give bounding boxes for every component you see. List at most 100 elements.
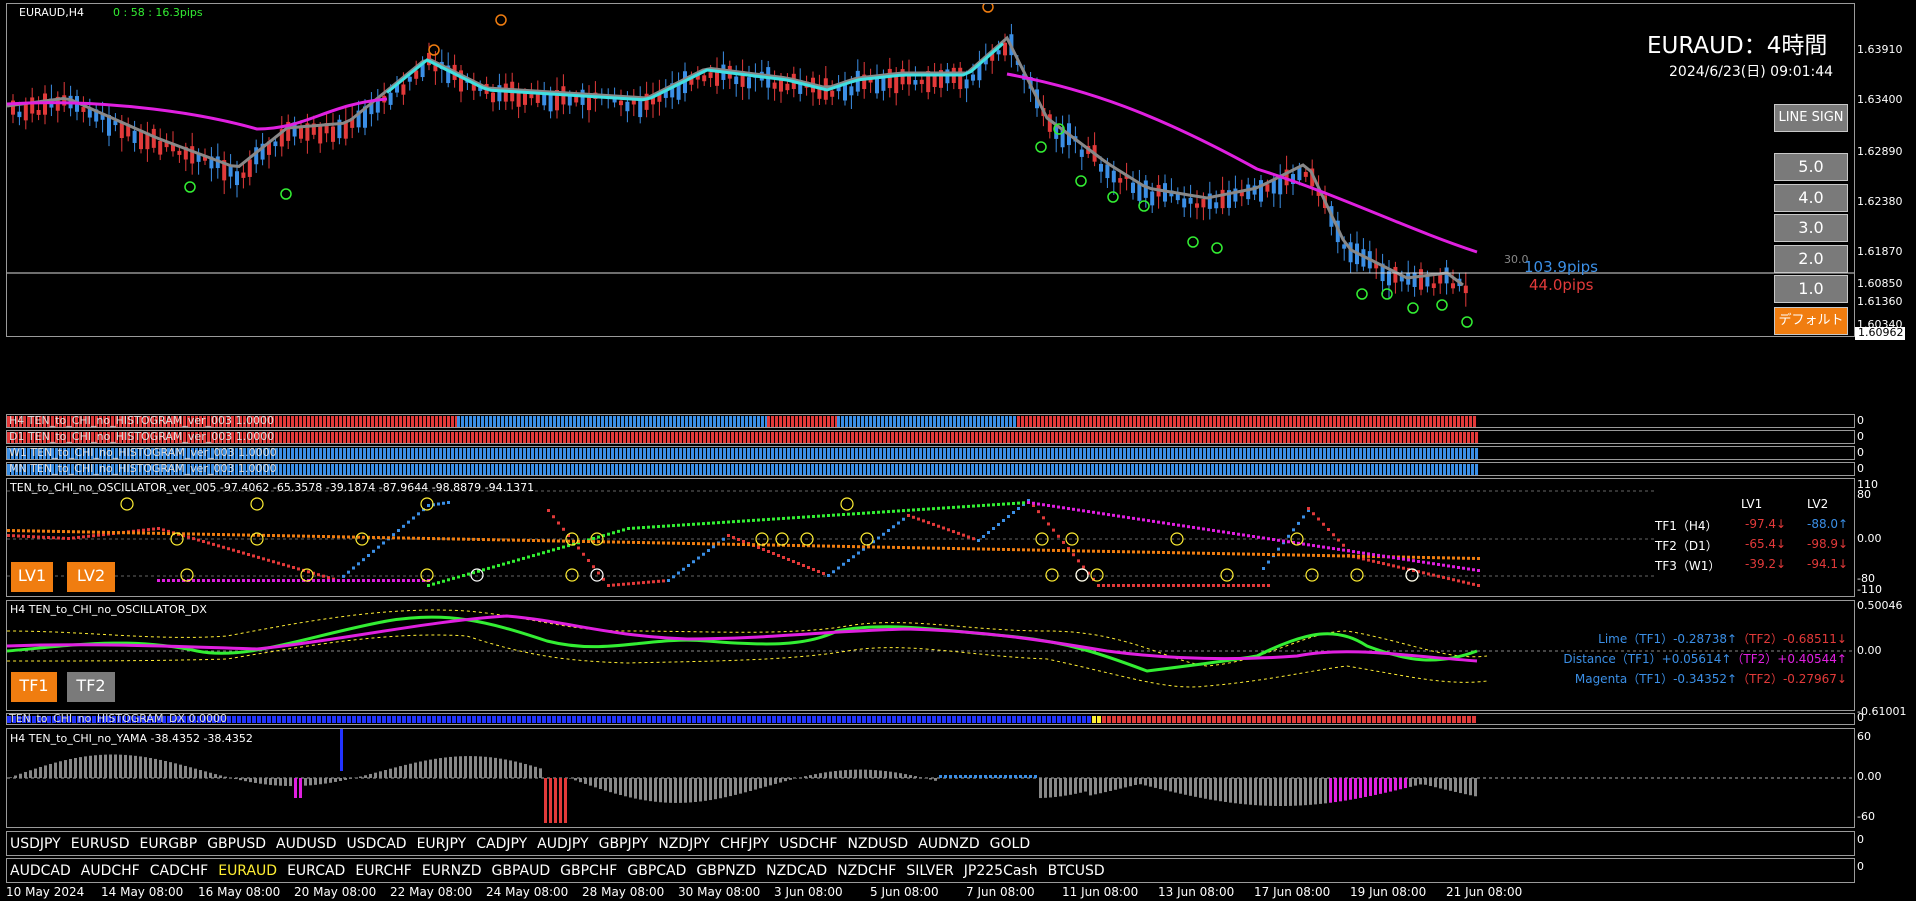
histogram-bar [399, 432, 402, 443]
histogram-bar [91, 464, 94, 475]
zoom-4-button[interactable]: 4.0 [1774, 184, 1848, 212]
symbol-euraud[interactable]: EURAUD [218, 863, 278, 879]
zoom-1-button[interactable]: 1.0 [1774, 275, 1848, 303]
symbol-eurcad[interactable]: EURCAD [287, 863, 346, 879]
symbol-gbpcad[interactable]: GBPCAD [627, 863, 687, 879]
symbol-jp225cash[interactable]: JP225Cash [963, 863, 1038, 879]
histogram-bar [1027, 464, 1030, 475]
histogram-bar [1159, 448, 1162, 459]
symbol-cadchf[interactable]: CADCHF [149, 863, 209, 879]
osc-dot-magenta [282, 579, 285, 582]
histogram-bar [1383, 432, 1386, 443]
symbol-gbpusd[interactable]: GBPUSD [207, 836, 266, 852]
histogram-bar [1169, 416, 1172, 427]
osc-dot-orange [282, 534, 285, 538]
histogram-bar [455, 416, 458, 427]
symbol-audchf[interactable]: AUDCHF [80, 863, 140, 879]
yama-bar [1139, 778, 1142, 785]
histogram-bar [291, 416, 294, 427]
osc-dot-magenta [1372, 553, 1375, 557]
symbol-eurnzd[interactable]: EURNZD [421, 863, 482, 879]
histogram-dx-bar [102, 716, 106, 723]
osc-dot-green [847, 512, 850, 516]
histogram-dx-bar [767, 716, 771, 723]
osc-dot-green [887, 510, 890, 514]
histogram-bar [331, 416, 334, 427]
symbol-audcad[interactable]: AUDCAD [10, 863, 71, 879]
osc-dot-green [857, 512, 860, 516]
histogram-bar [811, 416, 814, 427]
buy-signal-circle [280, 188, 292, 200]
osc-dot [442, 501, 445, 505]
symbol-cadjpy[interactable]: CADJPY [476, 836, 528, 852]
histogram-bar [983, 464, 986, 475]
zoom-2-button[interactable]: 2.0 [1774, 245, 1848, 273]
candle-body [689, 78, 694, 85]
line-sign-button[interactable]: LINE SIGN [1774, 104, 1848, 132]
symbol-audusd[interactable]: AUDUSD [276, 836, 337, 852]
histogram-bar [947, 448, 950, 459]
osc-dot-orange [1162, 551, 1165, 554]
histogram-bar [119, 432, 122, 443]
lv1-button[interactable]: LV1 [11, 562, 53, 592]
histogram-bar [331, 448, 334, 459]
symbol-chfjpy[interactable]: CHFJPY [719, 836, 770, 852]
histogram-bar [439, 464, 442, 475]
symbol-audnzd[interactable]: AUDNZD [918, 836, 980, 852]
yama-bar [694, 778, 697, 803]
symbol-usdchf[interactable]: USDCHF [779, 836, 838, 852]
osc-dot [362, 558, 365, 562]
symbol-eurgbp[interactable]: EURGBP [139, 836, 198, 852]
symbol-nzdusd[interactable]: NZDUSD [847, 836, 909, 852]
symbol-eurchf[interactable]: EURCHF [355, 863, 412, 879]
symbol-gold[interactable]: GOLD [989, 836, 1031, 852]
symbol-gbpaud[interactable]: GBPAUD [491, 863, 551, 879]
osc-dot [367, 554, 370, 557]
symbol-eurjpy[interactable]: EURJPY [416, 836, 467, 852]
histogram-bar [1319, 464, 1322, 475]
symbol-gbpnzd[interactable]: GBPNZD [696, 863, 757, 879]
histogram-bar [235, 416, 238, 427]
histogram-bar [107, 448, 110, 459]
symbol-gbpchf[interactable]: GBPCHF [560, 863, 618, 879]
dx-pane[interactable]: H4 TEN_to_CHI_no_OSCILLATOR_DX Lime（TF1）… [6, 600, 1855, 711]
osc-dot-orange [267, 533, 270, 537]
symbol-usdjpy[interactable]: USDJPY [10, 836, 61, 852]
symbol-silver[interactable]: SILVER [906, 863, 954, 879]
symbol-usdcad[interactable]: USDCAD [346, 836, 407, 852]
histogram-bar [1021, 416, 1024, 427]
histogram-bar [1411, 464, 1414, 475]
yama-pane[interactable]: H4 TEN_to_CHI_no_YAMA -38.4352 -38.4352 [6, 728, 1855, 828]
osc-dot-orange [467, 537, 470, 541]
histogram-bar [131, 464, 134, 475]
symbol-nzdjpy[interactable]: NZDJPY [658, 836, 710, 852]
zoom-5-button[interactable]: 5.0 [1774, 153, 1848, 181]
lv2-button[interactable]: LV2 [67, 562, 115, 592]
yama-bar [484, 756, 487, 778]
symbol-gbpjpy[interactable]: GBPJPY [598, 836, 649, 852]
histogram-bar [499, 432, 502, 443]
histogram-bar [871, 432, 874, 443]
symbol-nzdcad[interactable]: NZDCAD [766, 863, 828, 879]
tf2-button[interactable]: TF2 [67, 672, 115, 702]
oscillator-pane[interactable]: TEN_to_CHI_no_OSCILLATOR_ver_005 -97.406… [6, 478, 1855, 597]
histogram-bar [1057, 416, 1060, 427]
histogram-bar [1141, 416, 1144, 427]
osc-dot-orange [342, 535, 345, 539]
zoom-3-button[interactable]: 3.0 [1774, 214, 1848, 242]
histogram-bar [803, 464, 806, 475]
histogram-bar [1451, 448, 1454, 459]
symbol-nzdchf[interactable]: NZDCHF [837, 863, 897, 879]
symbol-btcusd[interactable]: BTCUSD [1047, 863, 1105, 879]
histogram-bar [243, 448, 246, 459]
histogram-dx-bar [422, 716, 426, 723]
default-button[interactable]: デフォルト [1774, 307, 1848, 335]
osc-dot-green [467, 572, 470, 576]
histogram-bar [1047, 432, 1050, 443]
symbol-eurusd[interactable]: EURUSD [70, 836, 130, 852]
tf1-button[interactable]: TF1 [11, 672, 57, 702]
osc-dot-orange [942, 546, 945, 550]
symbol-audjpy[interactable]: AUDJPY [537, 836, 589, 852]
osc-dot-magenta [1312, 544, 1315, 548]
price-chart[interactable]: EURAUD,H4 0 : 58 : 16.3pips EURAUD：4時間 2… [6, 3, 1855, 337]
